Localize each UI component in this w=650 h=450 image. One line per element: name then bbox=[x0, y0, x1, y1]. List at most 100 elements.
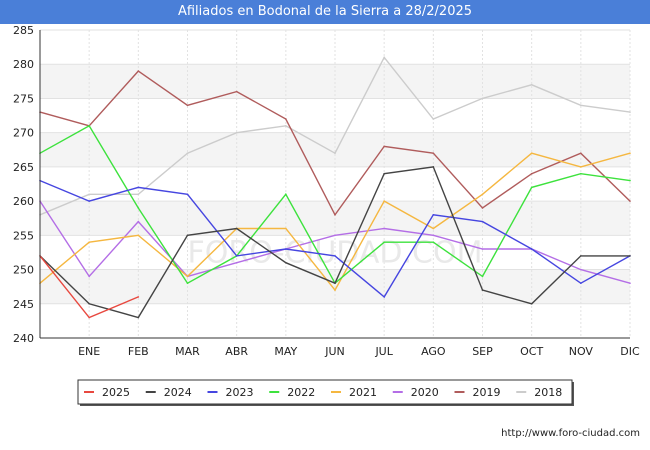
data-point-2024-OCT bbox=[530, 302, 533, 305]
data-point-2019-SEP bbox=[481, 207, 484, 209]
y-tick-label: 255 bbox=[13, 229, 34, 242]
data-point-2018-ABR bbox=[235, 131, 238, 134]
data-point-2022-FEB bbox=[137, 207, 140, 209]
data-point-2018-FEB bbox=[137, 193, 140, 196]
data-point-2022-AGO bbox=[432, 241, 435, 243]
data-point-2018-JUN bbox=[334, 152, 336, 154]
x-tick-label: ENE bbox=[78, 345, 100, 358]
data-point-2020-FEB bbox=[137, 220, 140, 223]
data-point-2021-OCT bbox=[530, 152, 533, 154]
y-tick-label: 275 bbox=[13, 92, 34, 105]
data-point-2018-OCT bbox=[530, 83, 533, 86]
data-point-2021-MAR bbox=[186, 275, 189, 278]
data-point-2024-DIC bbox=[629, 255, 631, 257]
axes bbox=[39, 30, 630, 339]
data-point-2020-JUL bbox=[383, 227, 385, 230]
data-point-2024-JUL bbox=[383, 172, 385, 175]
data-point-2023-ENE bbox=[88, 200, 90, 202]
data-point-2018-JUL bbox=[383, 56, 385, 59]
legend-label-2018: 2018 bbox=[534, 386, 562, 399]
legend-label-2024: 2024 bbox=[164, 386, 192, 399]
data-point-2024-JUN bbox=[334, 282, 336, 285]
data-point-2025-ENE bbox=[88, 316, 90, 319]
y-tick-label: 245 bbox=[13, 298, 34, 311]
data-point-2021-MAY bbox=[285, 227, 287, 230]
data-point-2023-ABR bbox=[235, 255, 238, 257]
chart-title: Afiliados en Bodonal de la Sierra a 28/2… bbox=[0, 0, 650, 24]
y-tick-label: 265 bbox=[13, 161, 34, 174]
data-point-2020-NOV bbox=[580, 268, 582, 271]
data-point-2023-SEP bbox=[481, 220, 484, 223]
data-point-2018-ENE bbox=[88, 193, 90, 196]
data-point-2020-DIC bbox=[629, 282, 631, 285]
y-tick-label: 250 bbox=[13, 264, 34, 277]
legend-label-2020: 2020 bbox=[411, 386, 439, 399]
y-tick-label: 280 bbox=[13, 58, 34, 71]
data-point-2021-NOV bbox=[580, 166, 582, 168]
data-point-2024-ABR bbox=[235, 227, 238, 230]
data-point-2018-NOV bbox=[580, 104, 582, 107]
data-point-2023-MAR bbox=[186, 193, 189, 196]
data-point-2021-JUL bbox=[383, 200, 385, 202]
data-point-2024-SEP bbox=[481, 289, 484, 291]
x-tick-labels: ENE FEB MAR ABR MAY JUN JUL AGO SEP OCT NOV DIC bbox=[78, 345, 640, 358]
x-tick-label: MAR bbox=[175, 345, 200, 358]
data-point-2023-JUL bbox=[383, 296, 385, 298]
data-point-2024-FEB bbox=[137, 316, 140, 319]
data-point-2024-MAR bbox=[186, 234, 189, 237]
legend-box bbox=[77, 379, 573, 405]
source-url: http://www.foro-ciudad.com bbox=[501, 428, 640, 439]
data-point-2019-JUL bbox=[383, 145, 385, 148]
data-point-2023-FEB bbox=[137, 186, 140, 189]
data-point-2021-ENE bbox=[88, 241, 90, 243]
data-point-2021-SEP bbox=[481, 193, 484, 196]
legend-label-2019: 2019 bbox=[473, 386, 501, 399]
x-tick-label: DIC bbox=[620, 345, 640, 358]
data-point-2018-DIC bbox=[629, 111, 631, 113]
data-point-2022-NOV bbox=[580, 172, 582, 175]
data-point-2020-JUN bbox=[334, 234, 336, 237]
x-tick-label: AGO bbox=[421, 345, 446, 358]
data-point-2022-MAR bbox=[186, 282, 189, 285]
x-tick-label: FEB bbox=[128, 345, 149, 358]
legend-label-2025: 2025 bbox=[102, 386, 130, 399]
data-point-2023-NOV bbox=[580, 282, 582, 285]
data-point-2019-AGO bbox=[432, 152, 435, 154]
series-2023 bbox=[39, 179, 631, 298]
x-tick-label: OCT bbox=[520, 345, 543, 358]
data-point-2024-NOV bbox=[580, 255, 582, 257]
watermark: FORO-CIUDAD.COM bbox=[188, 236, 483, 271]
series-2018 bbox=[39, 56, 631, 216]
data-point-2019-JUN bbox=[334, 214, 336, 216]
data-point-2020-AGO bbox=[432, 234, 435, 237]
data-point-2025-FEB bbox=[137, 296, 140, 298]
y-tick-label: 240 bbox=[13, 332, 34, 345]
data-point-2020-ENE bbox=[88, 275, 90, 278]
y-tick-labels: 240 245 250 255 260 265 270 275 280 285 bbox=[13, 24, 34, 345]
legend: 2025 2024 2023 2022 2021 2020 2019 2018 bbox=[77, 379, 574, 406]
legend-label-2021: 2021 bbox=[349, 386, 377, 399]
data-point-2019-MAR bbox=[186, 104, 189, 107]
x-tick-label: MAY bbox=[274, 345, 297, 358]
data-point-2023-OCT bbox=[530, 248, 533, 250]
data-point-2024-AGO bbox=[432, 166, 435, 168]
y-tick-label: 270 bbox=[13, 127, 34, 140]
data-point-2022-OCT bbox=[530, 186, 533, 189]
data-point-2019-DIC bbox=[629, 200, 631, 202]
x-tick-label: SEP bbox=[472, 345, 493, 358]
plot-band bbox=[40, 132, 630, 167]
series-layer bbox=[39, 56, 631, 319]
data-point-2023-MAY bbox=[285, 248, 287, 250]
legend-label-2023: 2023 bbox=[226, 386, 254, 399]
data-point-2022-ENE bbox=[88, 125, 90, 127]
data-point-2020-ABR bbox=[235, 261, 238, 264]
data-point-2021-AGO bbox=[432, 227, 435, 230]
data-point-2023-AGO bbox=[432, 214, 435, 216]
plot-band bbox=[40, 303, 630, 338]
y-tick-label: 260 bbox=[13, 195, 34, 208]
data-point-2024-MAY bbox=[285, 261, 287, 264]
data-point-2022-SEP bbox=[481, 275, 484, 278]
data-point-2021-DIC bbox=[629, 152, 631, 154]
x-tick-label: ABR bbox=[225, 345, 248, 358]
data-point-2019-OCT bbox=[530, 172, 533, 175]
